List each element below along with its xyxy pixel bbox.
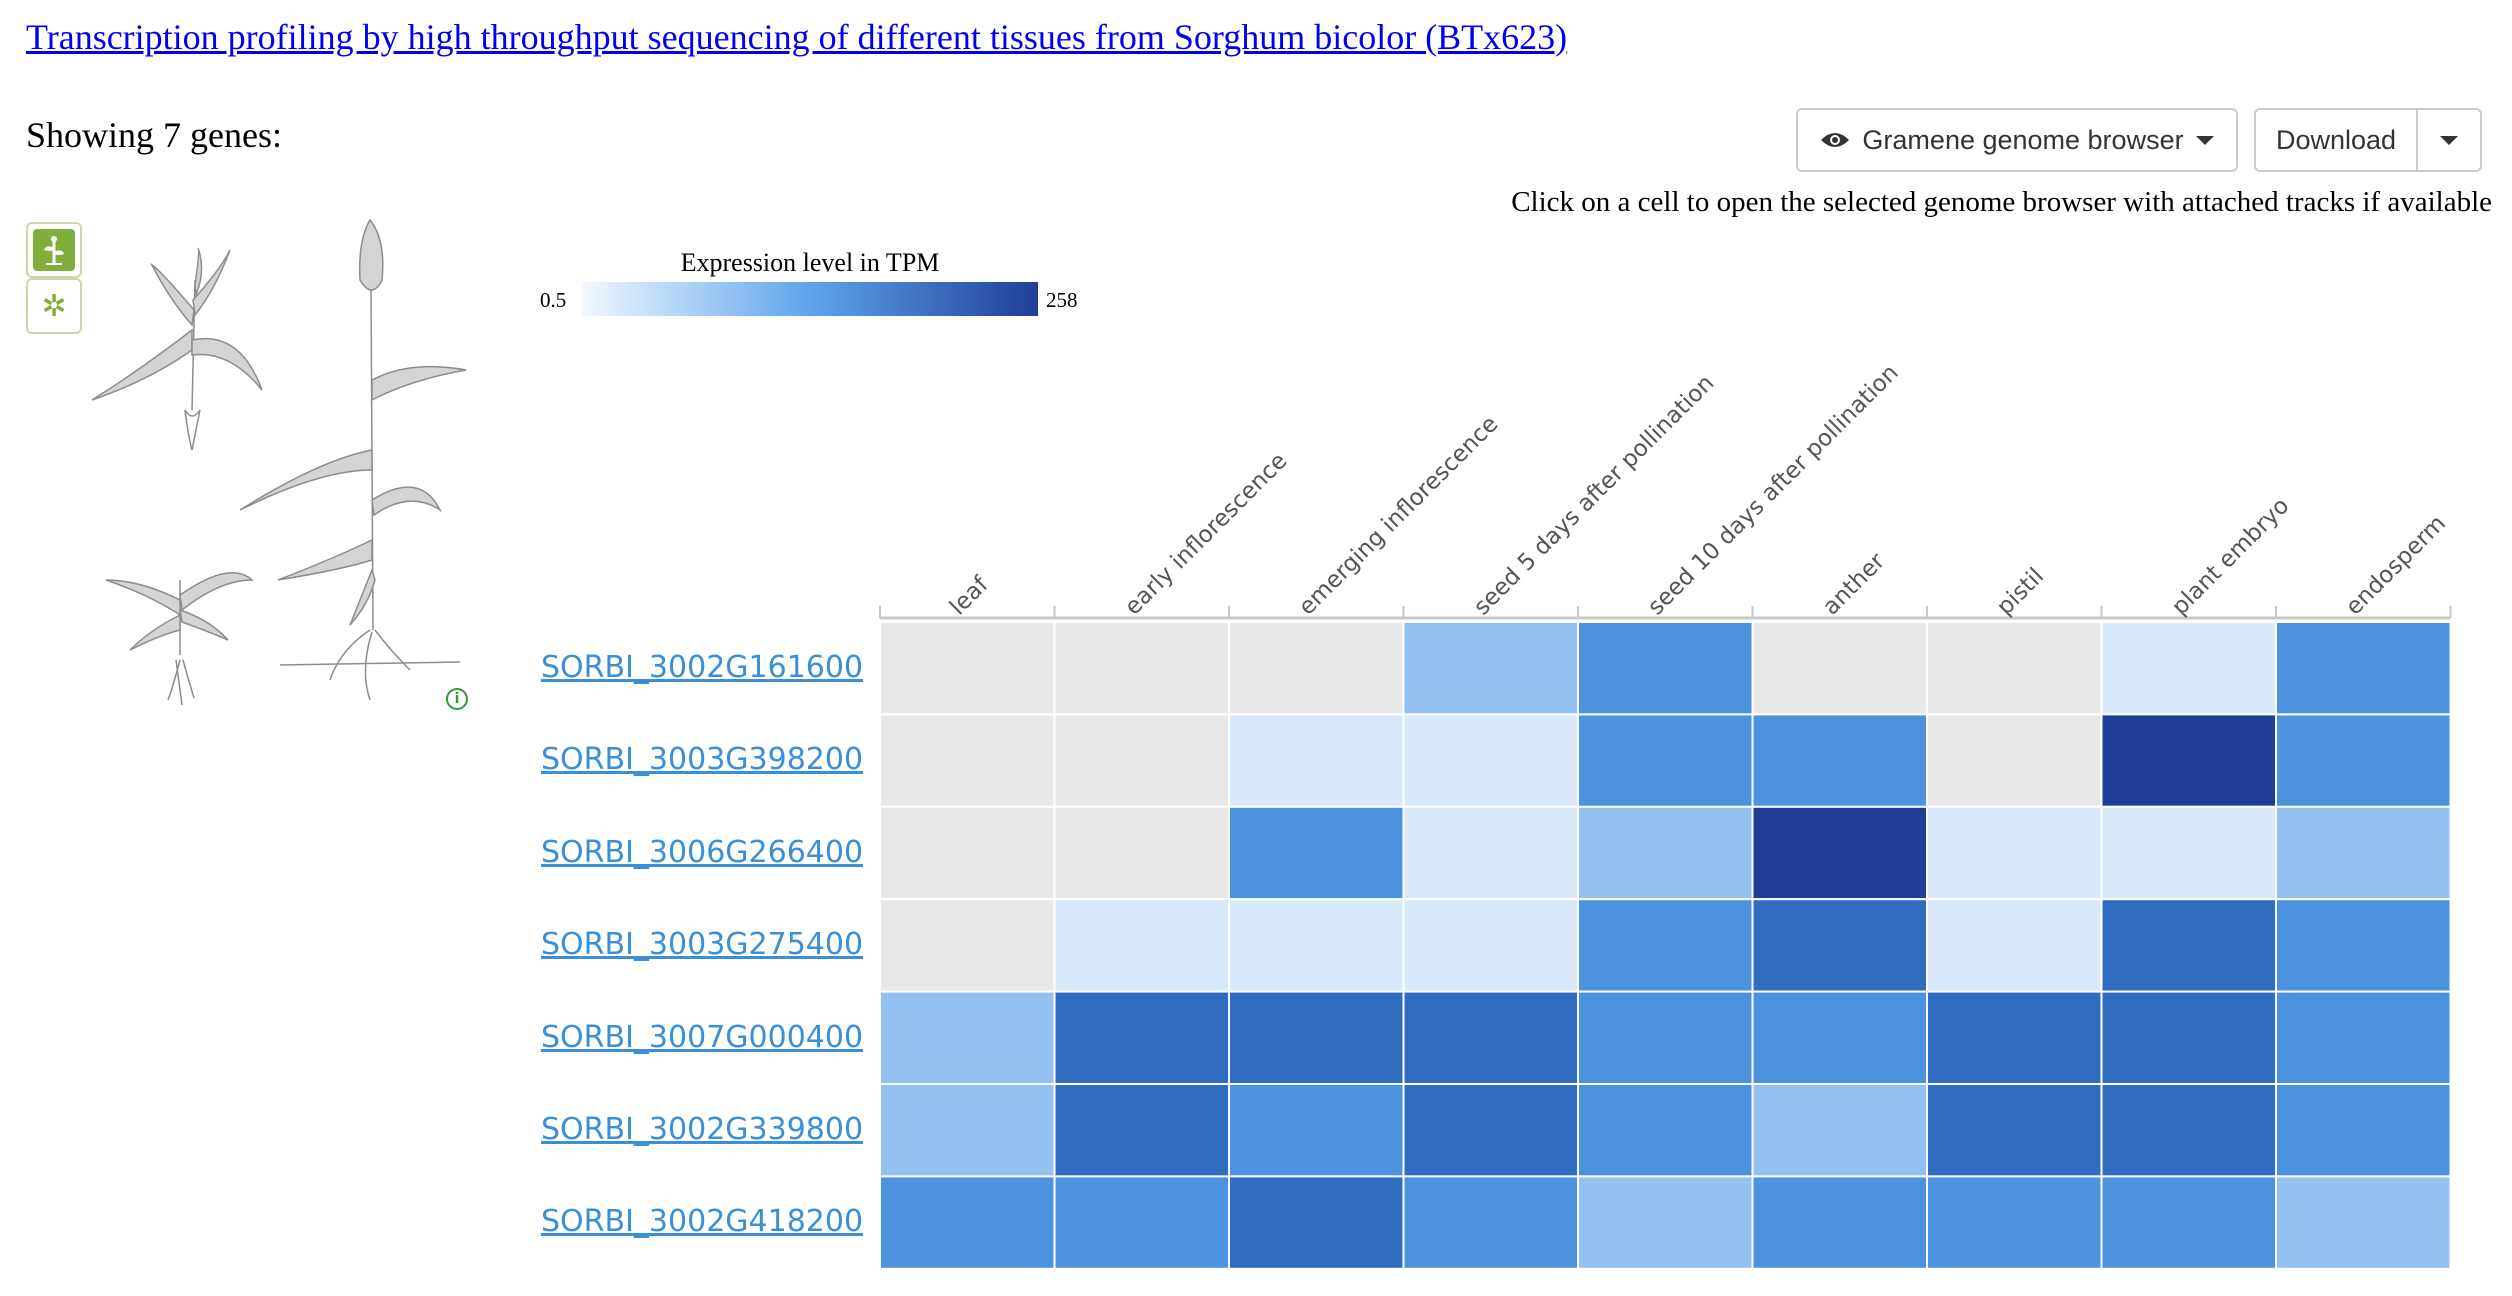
heatmap-cell[interactable] <box>2100 898 2277 993</box>
experiment-title-link[interactable]: Transcription profiling by high throughp… <box>26 17 1568 57</box>
heatmap-cell[interactable] <box>1926 713 2103 808</box>
download-options-toggle[interactable] <box>2416 108 2482 172</box>
genome-browser-label: Gramene genome browser <box>1862 124 2184 155</box>
heatmap-cell[interactable] <box>1577 1175 1754 1270</box>
gene-link[interactable]: SORBI_3006G266400 <box>541 834 864 870</box>
heatmap-cell[interactable] <box>1228 1175 1405 1270</box>
heatmap-cell[interactable] <box>879 713 1056 808</box>
heatmap-cell[interactable] <box>1053 1083 1230 1178</box>
heatmap-cell[interactable] <box>2100 1083 2277 1178</box>
gene-link[interactable]: SORBI_3002G418200 <box>541 1204 864 1240</box>
heatmap-cell[interactable] <box>1577 805 1754 901</box>
gene-link[interactable]: SORBI_3003G398200 <box>541 742 864 778</box>
heatmap-cell[interactable] <box>1402 713 1579 808</box>
heatmap-cell[interactable] <box>1402 1083 1579 1178</box>
heatmap-cell[interactable] <box>1751 805 1928 901</box>
gene-link[interactable]: SORBI_3002G161600 <box>541 650 864 685</box>
heatmap-cell[interactable] <box>1577 990 1754 1085</box>
heatmap-cell[interactable] <box>1228 1083 1405 1178</box>
heatmap-cell[interactable] <box>2275 990 2452 1085</box>
legend-title: Expression level in TPM <box>680 248 940 277</box>
heatmap-cell[interactable] <box>2275 621 2452 716</box>
heatmap-cell[interactable] <box>1926 805 2103 901</box>
heatmap-cell[interactable] <box>879 621 1056 716</box>
heatmap-cell[interactable] <box>1926 898 2103 993</box>
heatmap-cell[interactable] <box>1577 1083 1754 1178</box>
heatmap-cell[interactable] <box>1053 1175 1230 1270</box>
heatmap-cell[interactable] <box>1751 1083 1928 1178</box>
heatmap-cell[interactable] <box>1751 990 1928 1085</box>
heatmap-cell[interactable] <box>1053 898 1230 993</box>
heatmap-cell[interactable] <box>2275 805 2452 901</box>
heatmap-cell[interactable] <box>2100 805 2277 901</box>
heatmap-cell[interactable] <box>1402 1175 1579 1270</box>
heatmap-cell[interactable] <box>1751 1175 1928 1270</box>
heatmap-cell[interactable] <box>1577 713 1754 808</box>
heatmap-cell[interactable] <box>2100 621 2277 716</box>
legend-gradient <box>582 282 1038 316</box>
heatmap-cell[interactable] <box>879 1175 1056 1270</box>
genes-count: Showing 7 genes: <box>26 115 282 155</box>
flower-icon: ✲ <box>33 285 75 327</box>
heatmap-cell[interactable] <box>2100 713 2277 808</box>
heatmap-cell[interactable] <box>1402 805 1579 901</box>
heatmap-cell[interactable] <box>1577 621 1754 716</box>
heatmap-cell[interactable] <box>1402 898 1579 993</box>
heatmap-cell[interactable] <box>1751 713 1928 808</box>
heatmap-cell[interactable] <box>2100 1175 2277 1270</box>
sorghum-anatomogram[interactable] <box>80 210 480 720</box>
heatmap-cell[interactable] <box>1053 990 1230 1085</box>
heatmap-cell[interactable] <box>1228 713 1405 808</box>
heatmap-cell[interactable] <box>1751 621 1928 716</box>
heatmap-cell[interactable] <box>1926 990 2103 1085</box>
gene-link[interactable]: SORBI_3007G000400 <box>541 1019 864 1055</box>
flower-view-button[interactable]: ✲ <box>26 278 82 334</box>
heatmap-cell[interactable] <box>2275 1083 2452 1178</box>
heatmap-cell[interactable] <box>2275 898 2452 993</box>
heatmap-cell[interactable] <box>1577 898 1754 993</box>
heatmap-cell[interactable] <box>879 990 1056 1085</box>
heatmap-cell[interactable] <box>1228 621 1405 716</box>
heatmap-cell[interactable] <box>2275 713 2452 808</box>
info-icon[interactable]: i <box>446 688 468 710</box>
heatmap-cell[interactable] <box>879 898 1056 993</box>
heatmap-cell[interactable] <box>1053 805 1230 901</box>
heatmap-cell[interactable] <box>2275 1175 2452 1270</box>
browser-hint: Click on a cell to open the selected gen… <box>1511 186 2492 218</box>
download-button[interactable]: Download <box>2254 108 2418 172</box>
heatmap-cell[interactable] <box>1228 898 1405 993</box>
heatmap-cell[interactable] <box>1751 898 1928 993</box>
chevron-down-icon <box>2195 135 2214 145</box>
heatmap-cell[interactable] <box>2100 990 2277 1085</box>
eye-icon <box>1821 133 1850 147</box>
heatmap-cell[interactable] <box>1228 805 1405 901</box>
heatmap-cell[interactable] <box>1228 990 1405 1085</box>
heatmap-cell[interactable] <box>1926 621 2103 716</box>
plant-view-button[interactable] <box>26 222 82 278</box>
heatmap-cell[interactable] <box>1402 621 1579 716</box>
gene-link[interactable]: SORBI_3003G275400 <box>541 927 864 963</box>
heatmap-cell[interactable] <box>879 805 1056 901</box>
heatmap-cell[interactable] <box>1926 1175 2103 1270</box>
heatmap-cell[interactable] <box>1053 621 1230 716</box>
download-label: Download <box>2275 124 2397 155</box>
genome-browser-select[interactable]: Gramene genome browser <box>1796 108 2238 172</box>
heatmap-cell[interactable] <box>1926 1083 2103 1178</box>
gene-link[interactable]: SORBI_3002G339800 <box>541 1112 864 1147</box>
chevron-down-icon <box>2440 135 2458 145</box>
heatmap-cell[interactable] <box>879 1083 1056 1178</box>
legend-max: 258 <box>1046 288 1078 312</box>
heatmap-cell[interactable] <box>1053 713 1230 808</box>
legend-min: 0.5 <box>540 288 567 312</box>
plant-icon <box>33 229 75 271</box>
heatmap-cell[interactable] <box>1402 990 1579 1085</box>
